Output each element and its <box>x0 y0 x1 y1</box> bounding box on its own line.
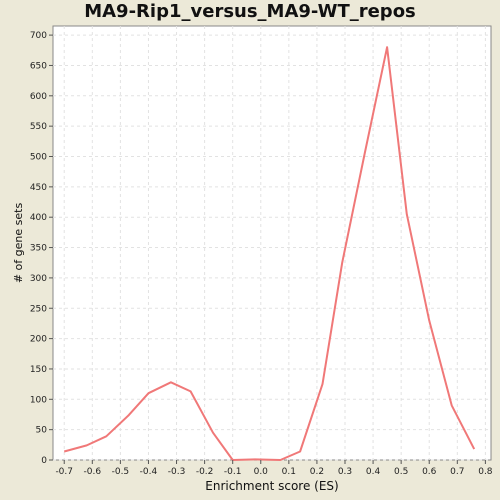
y-tick-label: 700 <box>30 31 47 41</box>
x-tick-label: 0.5 <box>394 467 408 477</box>
y-tick-label: 100 <box>30 395 47 405</box>
y-tick-label: 150 <box>30 365 47 375</box>
y-tick-label: 600 <box>30 92 47 102</box>
y-tick-label: 350 <box>30 244 47 254</box>
y-tick-label: 200 <box>30 335 47 345</box>
y-tick-label: 650 <box>30 61 47 71</box>
x-tick-label: -0.7 <box>55 467 73 477</box>
y-tick-label: 300 <box>30 274 47 284</box>
x-tick-label: 0.8 <box>478 467 493 477</box>
x-tick-label: 0.4 <box>366 467 381 477</box>
x-tick-label: -0.5 <box>112 467 130 477</box>
x-tick-label: -0.6 <box>84 467 102 477</box>
x-tick-label: -0.4 <box>140 467 158 477</box>
x-tick-label: 0.3 <box>338 467 352 477</box>
x-tick-label: -0.2 <box>196 467 214 477</box>
y-tick-label: 550 <box>30 122 47 132</box>
series-layer <box>63 46 476 461</box>
x-tick-label: 0.0 <box>254 467 269 477</box>
chart-title: MA9-Rip1_versus_MA9-WT_repos <box>84 1 416 22</box>
x-tick-label: -0.3 <box>168 467 186 477</box>
y-tick-label: 400 <box>30 213 47 223</box>
series-line <box>63 46 476 461</box>
x-tick-label: 0.6 <box>422 467 437 477</box>
x-tick-label: 0.2 <box>310 467 324 477</box>
plot-area <box>52 25 492 461</box>
y-tick-label: 500 <box>30 153 47 163</box>
axes: 0 50 100 150 200 250 300 350 400 450 500 550 600 650 7… <box>30 31 493 477</box>
y-axis-title: # of gene sets <box>12 203 25 284</box>
grid <box>53 26 491 461</box>
y-tick-label: 450 <box>30 183 47 193</box>
x-tick-label: -0.1 <box>224 467 242 477</box>
x-tick-label: 0.1 <box>282 467 296 477</box>
y-tick-label: 0 <box>41 456 47 466</box>
y-tick-label: 250 <box>30 304 47 314</box>
x-tick-label: 0.7 <box>450 467 464 477</box>
x-axis-title: Enrichment score (ES) <box>205 479 338 493</box>
y-tick-label: 50 <box>36 426 48 436</box>
